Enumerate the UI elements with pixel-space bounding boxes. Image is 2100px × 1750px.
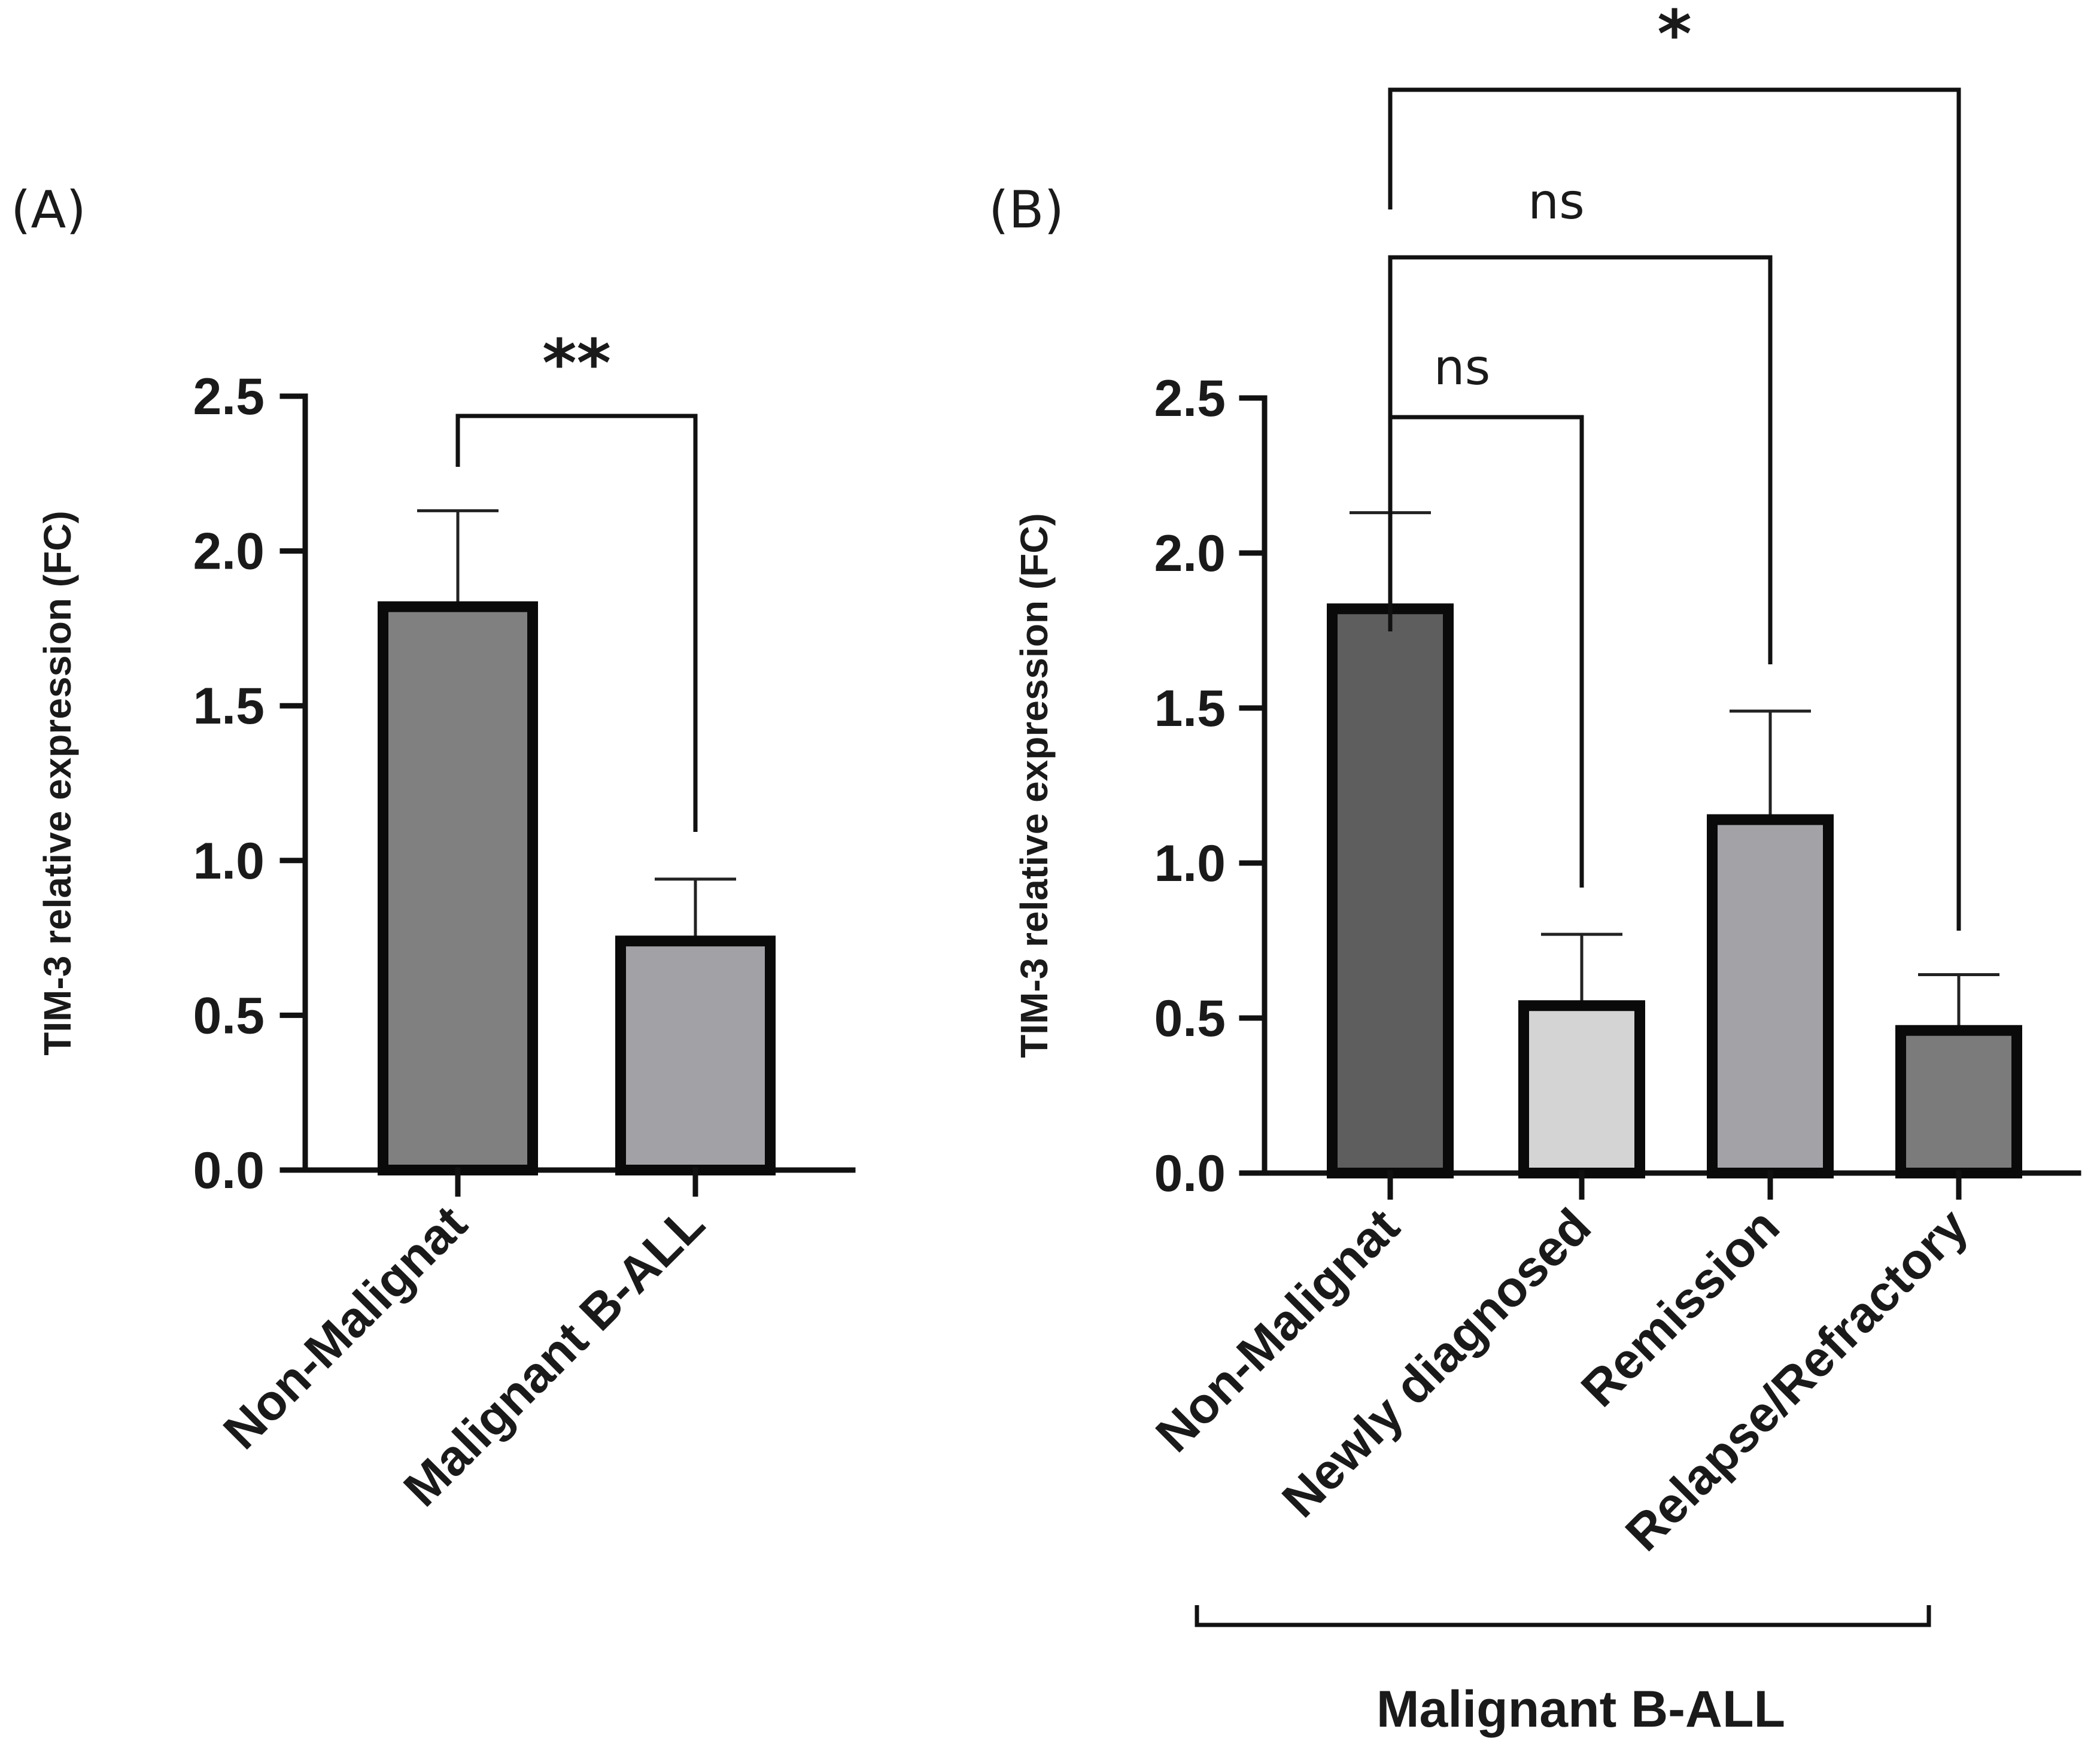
y-tick-label: 1.5 — [1154, 680, 1226, 737]
bar — [1518, 1000, 1645, 1179]
bar — [1327, 603, 1454, 1178]
y-tick-label: 0.5 — [1154, 990, 1226, 1047]
y-axis-label: TIM-3 relative expression (FC) — [36, 511, 79, 1055]
significance-label: ** — [542, 325, 611, 402]
y-tick-label: 2.5 — [1154, 370, 1226, 427]
y-axis-label: TIM-3 relative expression (FC) — [1013, 513, 1056, 1058]
x-category-label: Relapse/Refractory — [1615, 1198, 1979, 1561]
y-tick-label: 1.5 — [193, 677, 265, 735]
y-tick-label: 1.0 — [1154, 835, 1226, 892]
y-tick-label: 0.0 — [1154, 1145, 1226, 1202]
x-category-label: Non-Malignat — [212, 1195, 478, 1460]
bar — [615, 935, 776, 1175]
significance-bracket — [455, 414, 698, 832]
panel-label: (A) — [11, 180, 86, 240]
bar — [1895, 1025, 2022, 1178]
significance-bracket — [1388, 87, 1961, 931]
y-tick-label: 2.0 — [193, 523, 265, 581]
significance-label: ns — [1434, 339, 1491, 396]
panel-label: (B) — [989, 180, 1064, 240]
panel-a: (A) TIM-3 relative expression (FC) 0.0 0.5 1… — [11, 180, 856, 1517]
y-tick-label: 2.5 — [193, 368, 265, 426]
significance-label: ns — [1528, 174, 1585, 230]
group-bracket — [1195, 1605, 1931, 1627]
significance-bracket — [1388, 255, 1773, 664]
bar — [378, 601, 538, 1175]
group-label: Malignant B-ALL — [1376, 1681, 1785, 1738]
y-tick-label: 0.0 — [193, 1142, 265, 1199]
bar — [1707, 814, 1834, 1178]
panel-b: (B) TIM-3 relative expression (FC) 0.0 0.5 1… — [989, 0, 2081, 1738]
y-tick-label: 1.0 — [193, 833, 265, 890]
y-tick-label: 0.5 — [193, 987, 265, 1044]
y-tick-label: 2.0 — [1154, 525, 1226, 582]
significance-label: * — [1657, 0, 1692, 72]
